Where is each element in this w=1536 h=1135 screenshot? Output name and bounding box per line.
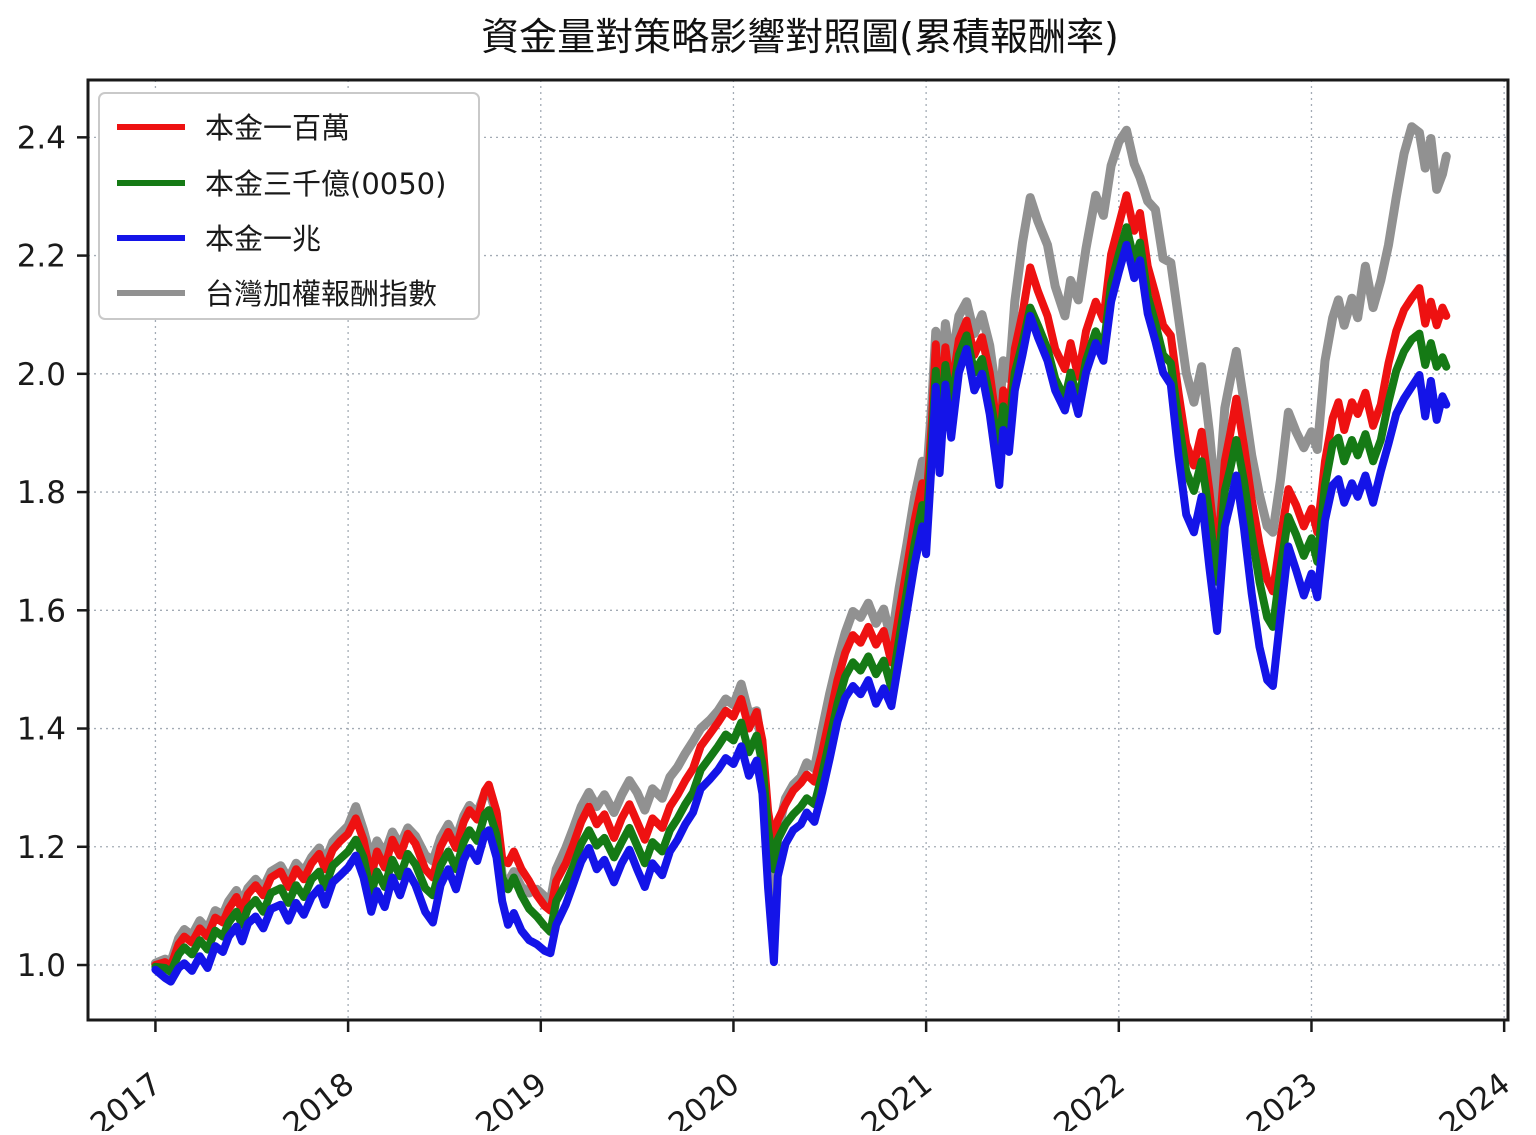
x-tick-label: 2018: [277, 1066, 361, 1131]
legend-label: 本金一兆: [205, 222, 321, 256]
series-line-2: [151, 240, 1451, 986]
series-line-0: [151, 191, 1451, 971]
y-tick-label: 1.4: [17, 712, 66, 748]
x-tick-label: 2017: [84, 1066, 168, 1131]
x-tick-label: 2024: [1433, 1066, 1517, 1131]
legend-item-principal-1m: 本金一百萬: [117, 111, 350, 145]
x-tick-label: 2019: [469, 1066, 553, 1131]
chart-title: 資金量對策略影響對照圖(累積報酬率): [481, 15, 1119, 59]
y-tick-label: 2.0: [17, 357, 66, 393]
legend-item-taiex-return-index: 台灣加權報酬指數: [117, 277, 437, 311]
x-tick-label: 2023: [1240, 1066, 1324, 1131]
y-tick-label: 1.2: [17, 830, 66, 866]
legend-label: 台灣加權報酬指數: [205, 277, 437, 311]
series-line-1: [151, 223, 1451, 977]
x-tick-label: 2020: [662, 1066, 746, 1131]
y-tick-label: 1.6: [17, 593, 66, 629]
y-tick-label: 2.4: [17, 120, 66, 156]
x-tick-label: 2021: [855, 1066, 939, 1131]
legend-label: 本金三千億(0050): [205, 167, 446, 201]
y-tick-label: 1.0: [17, 948, 66, 984]
series-lines: [150, 122, 1451, 986]
x-tick-label: 2022: [1047, 1066, 1131, 1131]
legend-item-principal-300b: 本金三千億(0050): [117, 167, 446, 201]
legend-box: [98, 92, 480, 320]
y-tick-label: 1.8: [17, 475, 66, 511]
legend: 本金一百萬 本金三千億(0050) 本金一兆 台灣加權報酬指數: [98, 92, 480, 320]
legend-item-principal-1t: 本金一兆: [117, 222, 321, 256]
plot-border: [86, 78, 1510, 1022]
legend-label: 本金一百萬: [205, 111, 350, 145]
y-tick-label: 2.2: [17, 239, 66, 275]
